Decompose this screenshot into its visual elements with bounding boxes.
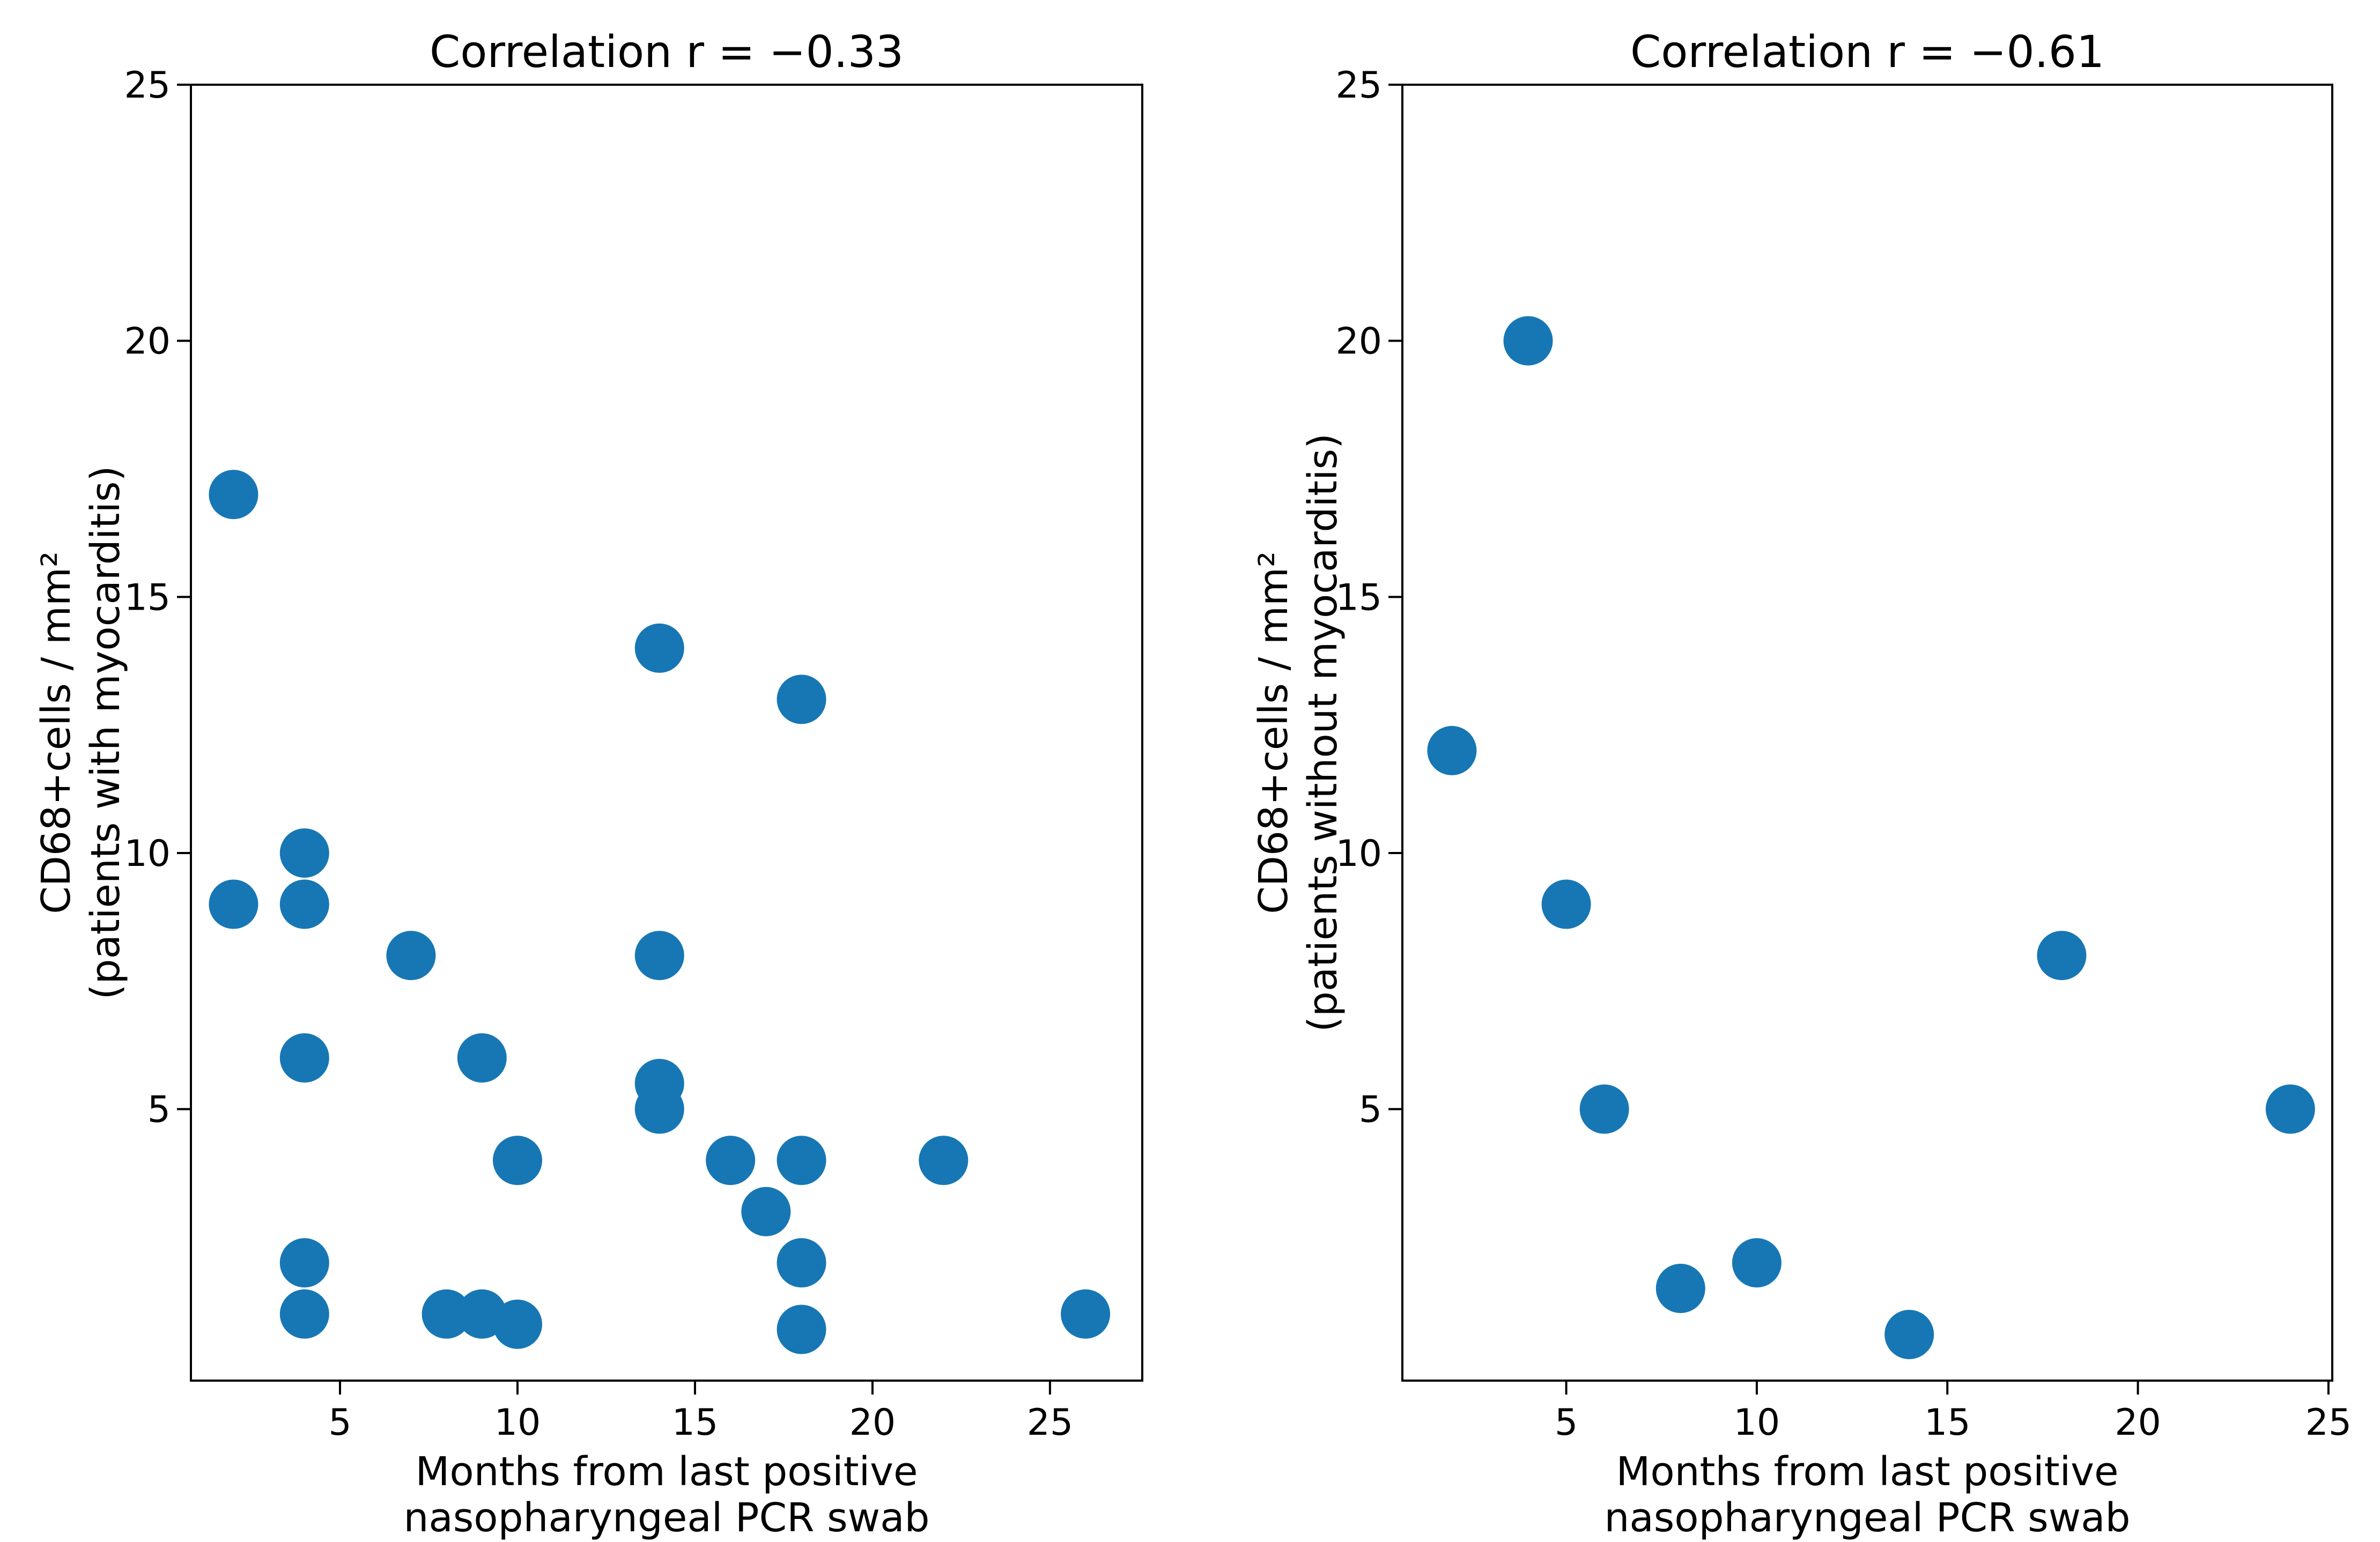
y-tick-label: 15 [124, 576, 171, 619]
x-axis-label: Months from last positive [416, 1449, 918, 1495]
data-point [492, 1136, 542, 1185]
y-tick-label: 25 [124, 64, 171, 107]
data-point [1427, 725, 1477, 775]
data-point [2037, 931, 2087, 981]
data-point [209, 879, 258, 929]
data-point [919, 1136, 969, 1185]
x-axis-label: nasopharyngeal PCR swab [1605, 1495, 2131, 1541]
data-point [279, 828, 329, 878]
data-point [457, 1033, 507, 1083]
data-point [706, 1136, 756, 1185]
plot-title: Correlation r = −0.61 [1630, 27, 2104, 78]
data-point [634, 1084, 684, 1134]
data-point [279, 1238, 329, 1288]
x-tick-label: 10 [1734, 1402, 1780, 1444]
data-point [777, 1304, 826, 1354]
data-point [422, 1289, 471, 1339]
y-tick-label: 5 [147, 1089, 171, 1131]
plot-border [1401, 84, 2333, 1382]
x-tick-label: 10 [494, 1402, 541, 1444]
y-axis-label: CD68+cells / mm² [1251, 551, 1297, 914]
data-point [1732, 1238, 1782, 1288]
data-point [209, 470, 258, 520]
y-tick-label: 25 [1335, 64, 1382, 107]
y-tick-label: 15 [1335, 576, 1382, 619]
data-point [777, 1238, 826, 1288]
scatter-panel: 5 10 15 20 25 5 10 15 20 25 Correlation r = −0.33 M… [33, 27, 1143, 1541]
data-point [1541, 879, 1591, 929]
data-point [1655, 1264, 1705, 1314]
plot-border [190, 84, 1143, 1382]
y-axis-label: (patients with myocarditis) [83, 466, 129, 1000]
x-tick-label: 25 [1027, 1402, 1074, 1444]
data-point [279, 1289, 329, 1339]
data-point [741, 1187, 791, 1236]
data-point [2265, 1084, 2315, 1134]
x-tick-label: 15 [672, 1402, 719, 1444]
x-tick-label: 20 [2115, 1402, 2161, 1444]
x-tick-label: 25 [2305, 1402, 2352, 1444]
data-point [1884, 1310, 1934, 1360]
x-axis-label: Months from last positive [1616, 1449, 2119, 1495]
y-tick-label: 5 [1359, 1089, 1382, 1131]
data-point [492, 1299, 542, 1349]
data-point [386, 931, 436, 981]
y-tick-label: 20 [1335, 321, 1382, 363]
y-tick-label: 10 [124, 833, 171, 875]
y-tick-label: 20 [124, 321, 171, 363]
data-point [777, 674, 826, 724]
x-tick-label: 5 [328, 1402, 351, 1444]
y-axis-label: CD68+cells / mm² [33, 551, 79, 914]
data-point [634, 931, 684, 981]
y-tick-label: 10 [1335, 833, 1382, 875]
x-tick-label: 5 [1555, 1402, 1578, 1444]
scatter-panel: 5 10 15 20 25 5 10 15 20 25 Correlation r = −0.61 M… [1251, 27, 2352, 1541]
x-axis-label: nasopharyngeal PCR swab [404, 1495, 930, 1541]
data-point [279, 879, 329, 929]
data-point [1061, 1289, 1111, 1339]
data-point [1579, 1084, 1629, 1134]
data-point [777, 1136, 826, 1185]
y-axis-label: (patients without myocarditis) [1300, 433, 1346, 1032]
x-tick-label: 20 [849, 1402, 896, 1444]
x-tick-label: 15 [1924, 1402, 1971, 1444]
data-point [1503, 316, 1553, 366]
data-point [634, 623, 684, 673]
plot-title: Correlation r = −0.33 [430, 27, 904, 78]
data-point [279, 1033, 329, 1083]
